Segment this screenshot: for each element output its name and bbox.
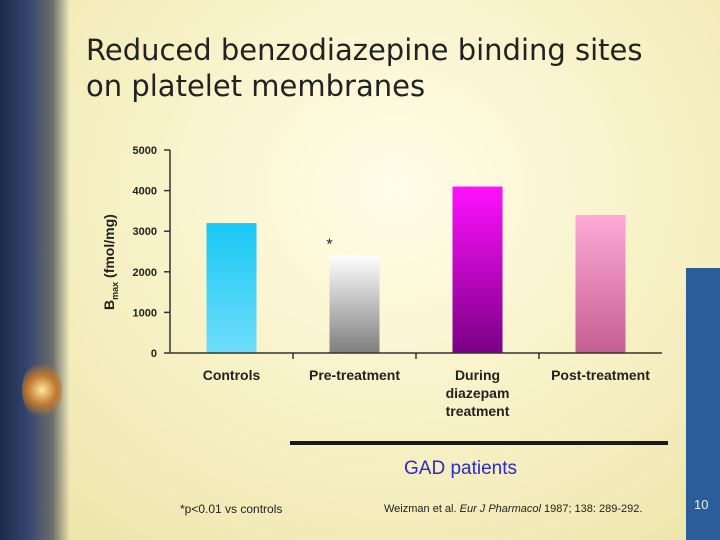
bars <box>206 186 626 353</box>
citation: Weizman et al. Eur J Pharmacol 1987; 138… <box>384 503 642 515</box>
bar-0 <box>206 223 257 353</box>
decorative-right-strip <box>686 268 720 540</box>
significance-marker: * <box>326 237 332 254</box>
patient-group-label: GAD patients <box>404 458 517 479</box>
citation-authors: Weizman et al. <box>384 503 460 515</box>
citation-journal: Eur J Pharmacol <box>459 503 541 515</box>
page-number: 10 <box>694 497 709 512</box>
significance-footnote: *p<0.01 vs controls <box>180 502 283 516</box>
annotations: * <box>326 237 332 254</box>
y-axis: 0 1000 2000 3000 4000 5000 <box>133 145 171 360</box>
y-tick-label: 0 <box>151 348 157 360</box>
citation-details: 1987; 138: 289-292. <box>540 503 643 515</box>
bar-1 <box>329 255 380 353</box>
y-tick-label: 4000 <box>133 186 157 198</box>
y-axis-label: Bmax (fmol/mg) <box>101 214 120 310</box>
svg-text:Bmax (fmol/mg): Bmax (fmol/mg) <box>101 214 120 310</box>
y-axis-label-main: B <box>101 300 117 310</box>
decorative-side-band <box>0 0 70 540</box>
bar-2 <box>452 186 503 353</box>
category-label-0: Controls <box>203 367 261 383</box>
y-tick-label: 5000 <box>133 145 157 157</box>
y-axis-label-unit: (fmol/mg) <box>101 214 117 282</box>
y-axis-label-subscript: max <box>110 282 120 300</box>
y-tick-label: 1000 <box>133 307 157 319</box>
decorative-glow <box>22 360 62 420</box>
x-axis: Controls Pre-treatment During diazepam treat… <box>170 352 662 419</box>
category-label-3: Post-treatment <box>551 367 650 383</box>
y-tick-label: 3000 <box>133 226 157 238</box>
patient-group-bracket-line <box>290 441 668 445</box>
category-label-2: During diazepam treatment <box>446 367 510 419</box>
bar-3 <box>575 214 626 353</box>
slide-title: Reduced benzodiazepine binding sites on … <box>86 33 643 103</box>
category-label-1: Pre-treatment <box>309 367 400 383</box>
y-tick-label: 2000 <box>133 267 157 279</box>
